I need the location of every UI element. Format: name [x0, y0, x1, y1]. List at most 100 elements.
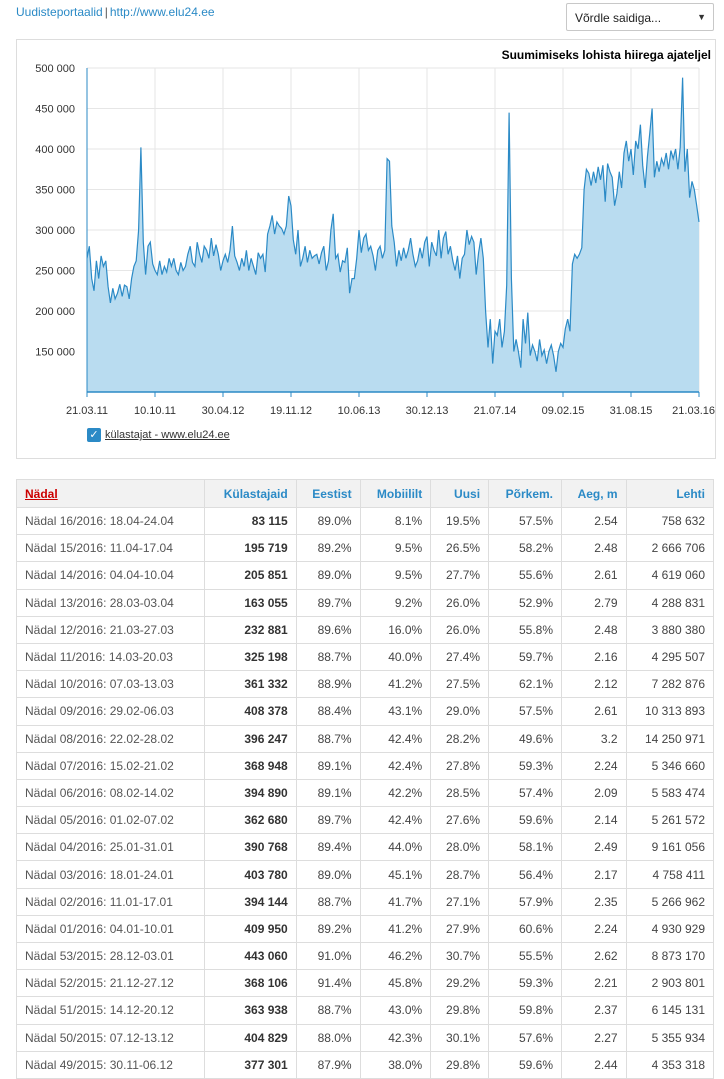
cell-bounce-rate: 56.4% [488, 860, 562, 889]
cell-visitors: 368 948 [203, 751, 297, 780]
cell-visitors: 83 115 [203, 506, 297, 536]
cell-bounce-rate: 55.5% [488, 941, 562, 971]
cell-from-estonia: 88.0% [295, 1023, 361, 1052]
cell-pages: 2 666 706 [625, 534, 715, 563]
site-url-link[interactable]: http://www.elu24.ee [109, 5, 215, 19]
cell-visitors: 377 301 [203, 1050, 297, 1079]
cell-week: Nädal 52/2015: 21.12-27.12 [16, 969, 205, 998]
column-header-time[interactable]: Aeg, m [561, 479, 627, 508]
visitors-chart[interactable]: 150 000 200 000 250 000 300 000 350 000 400 0… [16, 39, 716, 459]
cell-mobile: 9.5% [359, 561, 432, 590]
table-body: Nädal 16/2016: 18.04-24.04 83 115 89.0% 8.1… [16, 506, 715, 1079]
y-tick-label: 500 000 [35, 63, 75, 75]
cell-visitors: 362 680 [203, 806, 297, 835]
legend-checkbox-icon[interactable]: ✓ [87, 428, 101, 442]
table-row: Nädal 01/2016: 04.01-10.01 409 950 89.2% 41… [16, 914, 715, 944]
cell-visitors: 396 247 [203, 724, 297, 753]
cell-bounce-rate: 55.8% [488, 615, 562, 644]
table-row: Nädal 07/2016: 15.02-21.02 368 948 89.1% 42… [16, 751, 715, 780]
cell-time: 2.62 [561, 941, 627, 971]
cell-from-estonia: 89.0% [295, 561, 361, 590]
header-separator: | [104, 5, 108, 19]
chart-svg[interactable]: 150 000 200 000 250 000 300 000 350 000 400 0… [17, 40, 717, 460]
cell-pages: 7 282 876 [625, 670, 715, 699]
cell-visitors: 443 060 [203, 941, 297, 971]
cell-week: Nädal 08/2016: 22.02-28.02 [16, 724, 205, 753]
cell-mobile: 46.2% [359, 941, 432, 971]
column-header-from-estonia[interactable]: Eestist [295, 479, 361, 508]
cell-visitors: 394 890 [203, 778, 297, 808]
cell-time: 2.61 [561, 561, 627, 590]
cell-from-estonia: 89.1% [295, 778, 361, 808]
cell-pages: 4 619 060 [625, 561, 715, 590]
legend-series-label[interactable]: külastajat - www.elu24.ee [105, 429, 230, 441]
cell-mobile: 43.0% [359, 996, 432, 1025]
table-row: Nädal 06/2016: 08.02-14.02 394 890 89.1% 42… [16, 778, 715, 808]
site-header: Uudisteportaalid | http://www.elu24.ee [16, 5, 215, 19]
cell-new: 27.7% [430, 561, 490, 590]
cell-time: 2.48 [561, 534, 627, 563]
x-tick-label: 21.07.14 [474, 405, 517, 417]
cell-bounce-rate: 62.1% [488, 670, 562, 699]
cell-week: Nädal 09/2016: 29.02-06.03 [16, 697, 205, 726]
cell-pages: 4 288 831 [625, 588, 715, 617]
cell-visitors: 404 829 [203, 1023, 297, 1052]
cell-new: 28.5% [430, 778, 490, 808]
site-name-link[interactable]: Uudisteportaalid [16, 5, 103, 19]
cell-pages: 4 930 929 [625, 914, 715, 944]
compare-select-label: Võrdle saidiga... [575, 11, 662, 25]
cell-bounce-rate: 57.5% [488, 506, 562, 536]
compare-site-select[interactable]: Võrdle saidiga... ▼ [566, 3, 714, 31]
cell-mobile: 42.4% [359, 806, 432, 835]
cell-from-estonia: 89.2% [295, 534, 361, 563]
cell-visitors: 408 378 [203, 697, 297, 726]
cell-week: Nädal 11/2016: 14.03-20.03 [16, 642, 205, 672]
column-header-bounce-rate[interactable]: Põrkem. [488, 479, 562, 508]
table-row: Nädal 09/2016: 29.02-06.03 408 378 88.4% 43… [16, 697, 715, 726]
cell-bounce-rate: 59.3% [488, 751, 562, 780]
cell-visitors: 163 055 [203, 588, 297, 617]
cell-visitors: 195 719 [203, 534, 297, 563]
x-tick-label: 30.12.13 [406, 405, 449, 417]
cell-week: Nädal 02/2016: 11.01-17.01 [16, 887, 205, 916]
table-row: Nädal 12/2016: 21.03-27.03 232 881 89.6% 16… [16, 615, 715, 644]
y-tick-label: 200 000 [35, 306, 75, 318]
table-row: Nädal 50/2015: 07.12-13.12 404 829 88.0% 42… [16, 1023, 715, 1052]
cell-from-estonia: 88.4% [295, 697, 361, 726]
series-line[interactable] [86, 77, 700, 372]
cell-pages: 5 261 572 [625, 806, 715, 835]
cell-mobile: 42.3% [359, 1023, 432, 1052]
column-header-mobile[interactable]: Mobiililt [359, 479, 432, 508]
column-header-visitors[interactable]: Külastajaid [203, 479, 297, 508]
cell-bounce-rate: 58.2% [488, 534, 562, 563]
cell-time: 2.48 [561, 615, 627, 644]
y-tick-label: 250 000 [35, 266, 75, 278]
chart-legend[interactable]: ✓ külastajat - www.elu24.ee [87, 428, 230, 442]
cell-pages: 6 145 131 [625, 996, 715, 1025]
cell-week: Nädal 12/2016: 21.03-27.03 [16, 615, 205, 644]
cell-visitors: 390 768 [203, 833, 297, 862]
column-header-week[interactable]: Nädal [16, 479, 205, 508]
cell-mobile: 9.5% [359, 534, 432, 563]
cell-new: 30.7% [430, 941, 490, 971]
column-header-pages[interactable]: Lehti [625, 479, 715, 508]
cell-new: 29.2% [430, 969, 490, 998]
cell-time: 2.54 [561, 506, 627, 536]
cell-from-estonia: 89.7% [295, 806, 361, 835]
cell-from-estonia: 87.9% [295, 1050, 361, 1079]
table-row: Nädal 52/2015: 21.12-27.12 368 106 91.4% 45… [16, 969, 715, 998]
cell-time: 2.09 [561, 778, 627, 808]
table-row: Nädal 04/2016: 25.01-31.01 390 768 89.4% 44… [16, 833, 715, 862]
cell-new: 27.6% [430, 806, 490, 835]
cell-visitors: 363 938 [203, 996, 297, 1025]
cell-from-estonia: 89.0% [295, 506, 361, 536]
cell-mobile: 44.0% [359, 833, 432, 862]
cell-new: 27.4% [430, 642, 490, 672]
table-row: Nädal 49/2015: 30.11-06.12 377 301 87.9% 38… [16, 1050, 715, 1079]
cell-pages: 5 266 962 [625, 887, 715, 916]
x-tick-label: 10.10.11 [134, 405, 176, 417]
cell-pages: 8 873 170 [625, 941, 715, 971]
cell-new: 19.5% [430, 506, 490, 536]
column-header-new[interactable]: Uusi [430, 479, 490, 508]
cell-new: 28.2% [430, 724, 490, 753]
